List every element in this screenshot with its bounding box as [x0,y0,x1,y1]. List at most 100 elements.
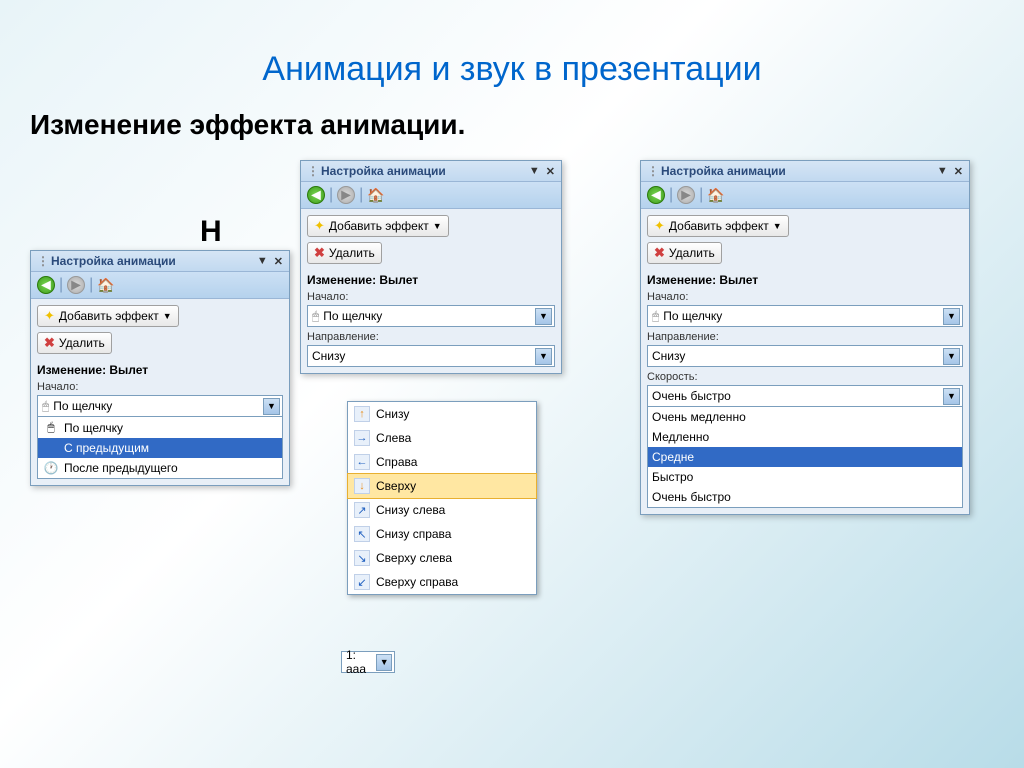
direction-combo[interactable]: Снизу ▼ [647,345,963,367]
home-icon[interactable]: 🏠 [707,187,724,204]
direction-dropdown: ↑Снизу → Слева ← Справа ↓ Сверху ↗ Снизу слева ↖С… [347,401,537,595]
speed-option[interactable]: Медленно [648,427,962,447]
direction-option[interactable]: ↓ Сверху [347,473,537,499]
panel-titlebar: ⋮ Настройка анимации ▼ ✕ [31,251,289,272]
back-icon[interactable]: ◄ [37,276,55,294]
option-label: Сверху слева [376,551,452,565]
add-effect-button[interactable]: ✦ Добавить эффект ▼ [647,215,789,237]
mouse-icon: 🖱 [42,399,49,414]
direction-option[interactable]: ↘ Сверху слева [348,546,536,570]
arrow-icon: ↙ [354,574,370,590]
option-label: Сверху [376,479,416,493]
remove-label: Удалить [59,336,105,350]
start-combo[interactable]: 🖱 По щелчку ▼ [37,395,283,417]
direction-option[interactable]: ↙ Сверху справа [348,570,536,594]
dropdown-icon[interactable]: ▼ [257,255,268,267]
combo-value: По щелчку [53,399,263,413]
arrow-icon: ↑ [354,406,370,422]
arrow-icon: ↗ [354,502,370,518]
clock-icon: 🕐 [42,461,60,475]
change-label: Изменение: Вылет [307,273,555,287]
option-label: Сверху справа [376,575,458,589]
animation-pane-3: ⋮ Настройка анимации ▼ ✕ ◄ | ► | 🏠 ✦ Доб… [640,160,970,515]
forward-icon: ► [677,186,695,204]
arrow-icon: ↘ [354,550,370,566]
close-icon[interactable]: ✕ [274,255,283,268]
start-option[interactable]: 🕐После предыдущего [38,458,282,478]
start-option[interactable]: С предыдущим [38,438,282,458]
speed-dropdown: Очень медленно Медленно Средне Быстро Очень … [647,407,963,508]
star-icon: ✦ [314,218,325,234]
remove-button[interactable]: ✖ Удалить [307,242,382,264]
forward-icon: ► [337,186,355,204]
combo-value: Снизу [652,349,943,363]
list-item-box[interactable]: 1: ааа ▼ [341,651,395,673]
option-label: Справа [376,455,417,469]
option-label: Снизу слева [376,503,445,517]
mouse-icon: 🖱 [312,309,319,324]
panel-title: Настройка анимации [661,164,786,178]
option-label: Слева [376,431,411,445]
chevron-down-icon[interactable]: ▼ [943,348,960,365]
chevron-down-icon[interactable]: ▼ [376,654,392,671]
animation-pane-1: ⋮ Настройка анимации ▼ ✕ ◄ | ► | 🏠 ✦ Доб… [30,250,290,486]
start-label: Начало: [307,291,555,303]
arrow-icon: ← [354,454,370,470]
back-icon[interactable]: ◄ [647,186,665,204]
arrow-icon: → [354,430,370,446]
direction-option[interactable]: ← Справа [348,450,536,474]
speed-combo[interactable]: Очень быстро ▼ [647,385,963,407]
close-icon[interactable]: ✕ [546,165,555,178]
list-item-text: 1: ааа [346,648,376,676]
mouse-icon: 🖱 [652,309,659,324]
chevron-down-icon[interactable]: ▼ [943,388,960,405]
add-effect-button[interactable]: ✦ Добавить эффект ▼ [37,305,179,327]
remove-button[interactable]: ✖ Удалить [37,332,112,354]
direction-option[interactable]: ↑Снизу [348,402,536,426]
remove-label: Удалить [669,246,715,260]
home-icon[interactable]: 🏠 [367,187,384,204]
start-option[interactable]: 🖱 По щелчку [38,417,282,438]
chevron-down-icon[interactable]: ▼ [943,308,960,325]
speed-option[interactable]: Средне [648,447,962,467]
remove-icon: ✖ [314,245,325,261]
dropdown-icon[interactable]: ▼ [937,165,948,177]
back-icon[interactable]: ◄ [307,186,325,204]
star-icon: ✦ [654,218,665,234]
combo-value: По щелчку [323,309,535,323]
chevron-down-icon[interactable]: ▼ [263,398,280,415]
nav-toolbar: ◄ | ► | 🏠 [301,182,561,209]
arrow-icon: ↓ [354,478,370,494]
start-label: Начало: [37,381,283,393]
option-label: С предыдущим [64,441,149,455]
dropdown-icon[interactable]: ▼ [529,165,540,177]
start-label: Начало: [647,291,963,303]
add-effect-button[interactable]: ✦ Добавить эффект ▼ [307,215,449,237]
direction-combo[interactable]: Снизу ▼ [307,345,555,367]
option-label: Средне [652,450,694,464]
grip-icon: ⋮ [647,164,657,178]
combo-value: Очень быстро [652,389,943,403]
direction-label: Направление: [307,331,555,343]
option-label: Снизу справа [376,527,451,541]
option-label: Медленно [652,430,709,444]
chevron-down-icon[interactable]: ▼ [535,348,552,365]
speed-option[interactable]: Очень быстро [648,487,962,507]
grip-icon: ⋮ [307,164,317,178]
speed-option[interactable]: Быстро [648,467,962,487]
combo-value: По щелчку [663,309,943,323]
option-label: Очень быстро [652,490,731,504]
direction-option[interactable]: ↗ Снизу слева [348,498,536,522]
direction-option[interactable]: → Слева [348,426,536,450]
slide-title: Анимация и звук в презентации [0,0,1024,89]
start-combo[interactable]: 🖱 По щелчку ▼ [647,305,963,327]
speed-option[interactable]: Очень медленно [648,407,962,427]
remove-button[interactable]: ✖ Удалить [647,242,722,264]
close-icon[interactable]: ✕ [954,165,963,178]
chevron-down-icon[interactable]: ▼ [535,308,552,325]
option-label: По щелчку [64,421,123,435]
start-combo[interactable]: 🖱 По щелчку ▼ [307,305,555,327]
direction-option[interactable]: ↖Снизу справа [348,522,536,546]
mouse-icon: 🖱 [42,420,60,435]
home-icon[interactable]: 🏠 [97,277,114,294]
